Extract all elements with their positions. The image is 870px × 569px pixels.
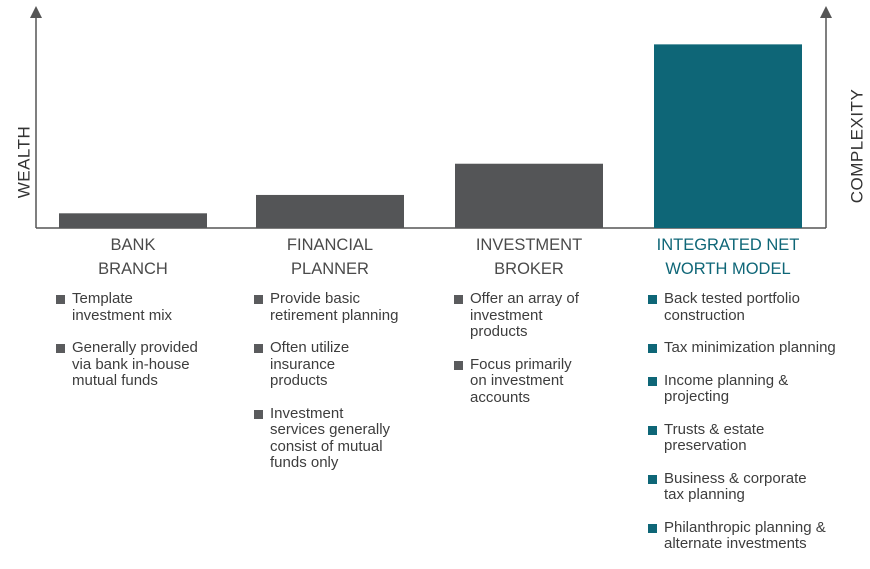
feature-item: Income planning & projecting [648, 371, 870, 406]
category-column-3: INVESTMENT BROKER Offer an array of invest… [420, 233, 635, 422]
y-axis-label-complexity: COMPLEXITY [847, 88, 867, 204]
feature-item: Focus primarily on investment accounts [454, 355, 635, 407]
category-label-line: BROKER [494, 260, 564, 278]
feature-text: Philanthropic planning & alternate inves… [664, 518, 826, 552]
bullet-square-icon [648, 295, 657, 304]
feature-item: Trusts & estate preservation [648, 420, 870, 455]
feature-text: Tax minimization planning [664, 339, 836, 356]
category-label-line: BRANCH [98, 260, 168, 278]
feature-item: Philanthropic planning & alternate inves… [648, 518, 870, 553]
feature-item: Template investment mix [56, 290, 232, 324]
category-label-line: PLANNER [291, 260, 369, 278]
feature-item: Often utilize insurance products [254, 339, 430, 390]
y-axis-right-arrow [820, 6, 832, 18]
y-axis-left-arrow [30, 6, 42, 18]
category-label-line: INTEGRATED NET [656, 236, 800, 254]
feature-text: Focus primarily on investment accounts [470, 355, 572, 406]
bars [59, 44, 802, 229]
feature-text: Provide basic retirement planning [270, 290, 399, 324]
bar-3 [455, 163, 603, 228]
feature-text: Back tested portfolio construction [664, 290, 800, 324]
bullet-square-icon [648, 474, 657, 484]
feature-item: Business & corporate tax planning [648, 469, 870, 504]
feature-text: Often utilize insurance products [270, 339, 350, 389]
category-label-line: INVESTMENT [475, 236, 583, 254]
bullet-square-icon [648, 523, 657, 533]
category-column-4: INTEGRATED NET WORTH MODEL Back tested por… [648, 233, 870, 569]
category-label: FINANCIAL PLANNER [225, 233, 435, 281]
feature-item: Investment services generally consist of… [254, 404, 430, 472]
feature-item: Back tested portfolio construction [648, 290, 870, 324]
feature-text: Income planning & projecting [664, 371, 789, 405]
category-label: INVESTMENT BROKER [422, 233, 637, 281]
category-label: BANK BRANCH [28, 233, 238, 281]
category-label-line: WORTH MODEL [665, 260, 791, 278]
bullet-square-icon [254, 295, 263, 304]
bar-4 [654, 44, 802, 229]
feature-text: Business & corporate tax planning [664, 469, 807, 503]
category-column-1: BANK BRANCH Template investment mix General… [22, 233, 232, 406]
feature-text: Offer an array of investment products [470, 290, 579, 340]
feature-item: Provide basic retirement planning [254, 290, 430, 324]
bullet-square-icon [648, 425, 657, 435]
bar-2 [256, 194, 404, 228]
bullet-square-icon [254, 409, 263, 419]
feature-list: Provide basic retirement planning Often u… [254, 290, 430, 472]
feature-text: Template investment mix [72, 290, 173, 324]
category-label-line: FINANCIAL [286, 236, 374, 254]
feature-text: Investment services generally consist of… [270, 404, 391, 471]
bullet-square-icon [648, 376, 657, 386]
feature-list: Offer an array of investment products Foc… [454, 290, 635, 407]
feature-text: Trusts & estate preservation [664, 420, 765, 454]
feature-text: Generally provided via bank in-house mut… [72, 339, 198, 389]
bullet-square-icon [254, 344, 263, 353]
bullet-square-icon [56, 344, 65, 353]
category-column-2: FINANCIAL PLANNER Provide basic retirement… [220, 233, 430, 488]
feature-item: Generally provided via bank in-house mut… [56, 339, 232, 390]
bullet-square-icon [454, 360, 463, 370]
bullet-square-icon [648, 344, 657, 353]
category-label: INTEGRATED NET WORTH MODEL [617, 233, 839, 281]
bar-1 [59, 213, 207, 228]
feature-item: Offer an array of investment products [454, 290, 635, 341]
category-label-line: BANK [110, 236, 156, 254]
bullet-square-icon [454, 295, 463, 304]
feature-item: Tax minimization planning [648, 339, 870, 357]
feature-list: Template investment mix Generally provide… [56, 290, 232, 390]
feature-list: Back tested portfolio construction Tax mi… [648, 290, 870, 553]
bullet-square-icon [56, 295, 65, 304]
y-axis-label-wealth: WEALTH [14, 125, 34, 199]
